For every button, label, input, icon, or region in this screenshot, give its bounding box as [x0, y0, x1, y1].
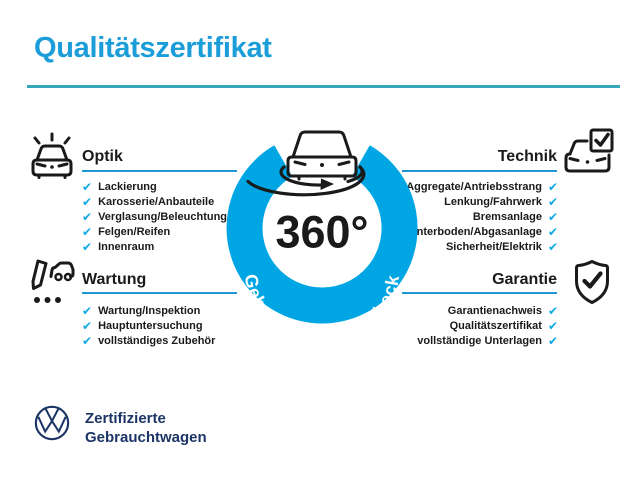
checklist-item-label: vollständiges Zubehör	[98, 334, 216, 347]
car-shine-icon	[31, 132, 73, 179]
check-icon: ✔	[547, 209, 558, 224]
checklist-item-label: Lackierung	[98, 180, 157, 193]
checklist-item-label: Verglasung/Beleuchtung	[98, 210, 228, 223]
checklist-item-label: Qualitätszertifikat	[449, 319, 542, 332]
checklist-item: Garantienachweis ✔	[318, 303, 558, 318]
checklist-item: ✔ vollständiges Zubehör	[82, 333, 215, 348]
check-icon: ✔	[547, 179, 558, 194]
wartung-checklist: ✔ Wartung/Inspektion ✔ Hauptuntersuchung…	[82, 303, 215, 348]
car-checkbox-icon	[564, 128, 614, 173]
check-icon: ✔	[82, 239, 93, 254]
check-icon: ✔	[547, 224, 558, 239]
check-icon: ✔	[82, 303, 93, 318]
checklist-item: ✔ Verglasung/Beleuchtung	[82, 209, 227, 224]
checklist-item-label: Sicherheit/Elektrik	[445, 240, 542, 253]
360-check-badge: Gebrauchtwagen-Check 360°	[226, 130, 418, 350]
page-title: Qualitätszertifikat	[34, 32, 272, 64]
checklist-item-label: Innenraum	[98, 240, 155, 253]
checklist-item: ✔ Lackierung	[82, 179, 227, 194]
checklist-item: Bremsanlage ✔	[318, 209, 558, 224]
check-icon: ✔	[82, 179, 93, 194]
section-heading-garantie: Garantie	[492, 271, 557, 288]
checklist-item: vollständige Unterlagen ✔	[318, 333, 558, 348]
section-rule-wartung	[82, 292, 237, 294]
checklist-item-label: Lenkung/Fahrwerk	[444, 195, 542, 208]
checklist-item-label: Hauptuntersuchung	[98, 319, 203, 332]
check-icon: ✔	[82, 333, 93, 348]
car-360-icon	[246, 130, 366, 197]
check-icon: ✔	[547, 303, 558, 318]
section-heading-optik: Optik	[82, 148, 123, 165]
check-icon: ✔	[547, 333, 558, 348]
brand-line-2: Gebrauchtwagen	[85, 429, 207, 446]
checklist-item: Unterboden/Abgasanlage ✔	[318, 224, 558, 239]
badge-ring	[226, 145, 418, 324]
checklist-item: Aggregate/Antriebsstrang ✔	[318, 179, 558, 194]
check-icon: ✔	[547, 239, 558, 254]
checklist-item-label: vollständige Unterlagen	[417, 334, 542, 347]
brand-text: Zertifizierte Gebrauchtwagen	[85, 409, 207, 447]
check-icon: ✔	[547, 194, 558, 209]
shield-check-icon	[575, 260, 609, 304]
checklist-item: ✔ Hauptuntersuchung	[82, 318, 215, 333]
garantie-checklist: Garantienachweis ✔ Qualitätszertifikat ✔…	[318, 303, 558, 348]
vw-logo	[34, 405, 70, 441]
checklist-item: Qualitätszertifikat ✔	[318, 318, 558, 333]
title-divider	[27, 85, 620, 88]
checklist-item-label: Bremsanlage	[472, 210, 542, 223]
checklist-item-label: Karosserie/Anbauteile	[98, 195, 215, 208]
check-icon: ✔	[82, 209, 93, 224]
checklist-item-label: Felgen/Reifen	[98, 225, 171, 238]
checklist-item: Lenkung/Fahrwerk ✔	[318, 194, 558, 209]
section-rule-garantie	[402, 292, 557, 294]
checklist-item-label: Wartung/Inspektion	[98, 304, 201, 317]
checklist-item: ✔ Innenraum	[82, 239, 227, 254]
section-heading-wartung: Wartung	[82, 271, 147, 288]
check-icon: ✔	[82, 224, 93, 239]
checklist-item: ✔ Felgen/Reifen	[82, 224, 227, 239]
checklist-item-label: Aggregate/Antriebsstrang	[406, 180, 542, 193]
check-icon: ✔	[82, 318, 93, 333]
checklist-item-label: Unterboden/Abgasanlage	[408, 225, 542, 238]
technik-checklist: Aggregate/Antriebsstrang ✔ Lenkung/Fahrw…	[318, 179, 558, 254]
check-icon: ✔	[82, 194, 93, 209]
brand-line-1: Zertifizierte	[85, 410, 166, 427]
section-heading-technik: Technik	[497, 148, 557, 165]
badge-degree-label: 360°	[275, 207, 368, 258]
checklist-item: Sicherheit/Elektrik ✔	[318, 239, 558, 254]
section-rule-optik	[82, 170, 237, 172]
check-icon: ✔	[547, 318, 558, 333]
pen-car-icon	[31, 259, 75, 303]
rotation-arrowhead	[320, 178, 334, 190]
checklist-item: ✔ Karosserie/Anbauteile	[82, 194, 227, 209]
section-rule-technik	[402, 170, 557, 172]
checklist-item: ✔ Wartung/Inspektion	[82, 303, 215, 318]
checklist-item-label: Garantienachweis	[447, 304, 542, 317]
optik-checklist: ✔ Lackierung ✔ Karosserie/Anbauteile ✔ V…	[82, 179, 227, 254]
